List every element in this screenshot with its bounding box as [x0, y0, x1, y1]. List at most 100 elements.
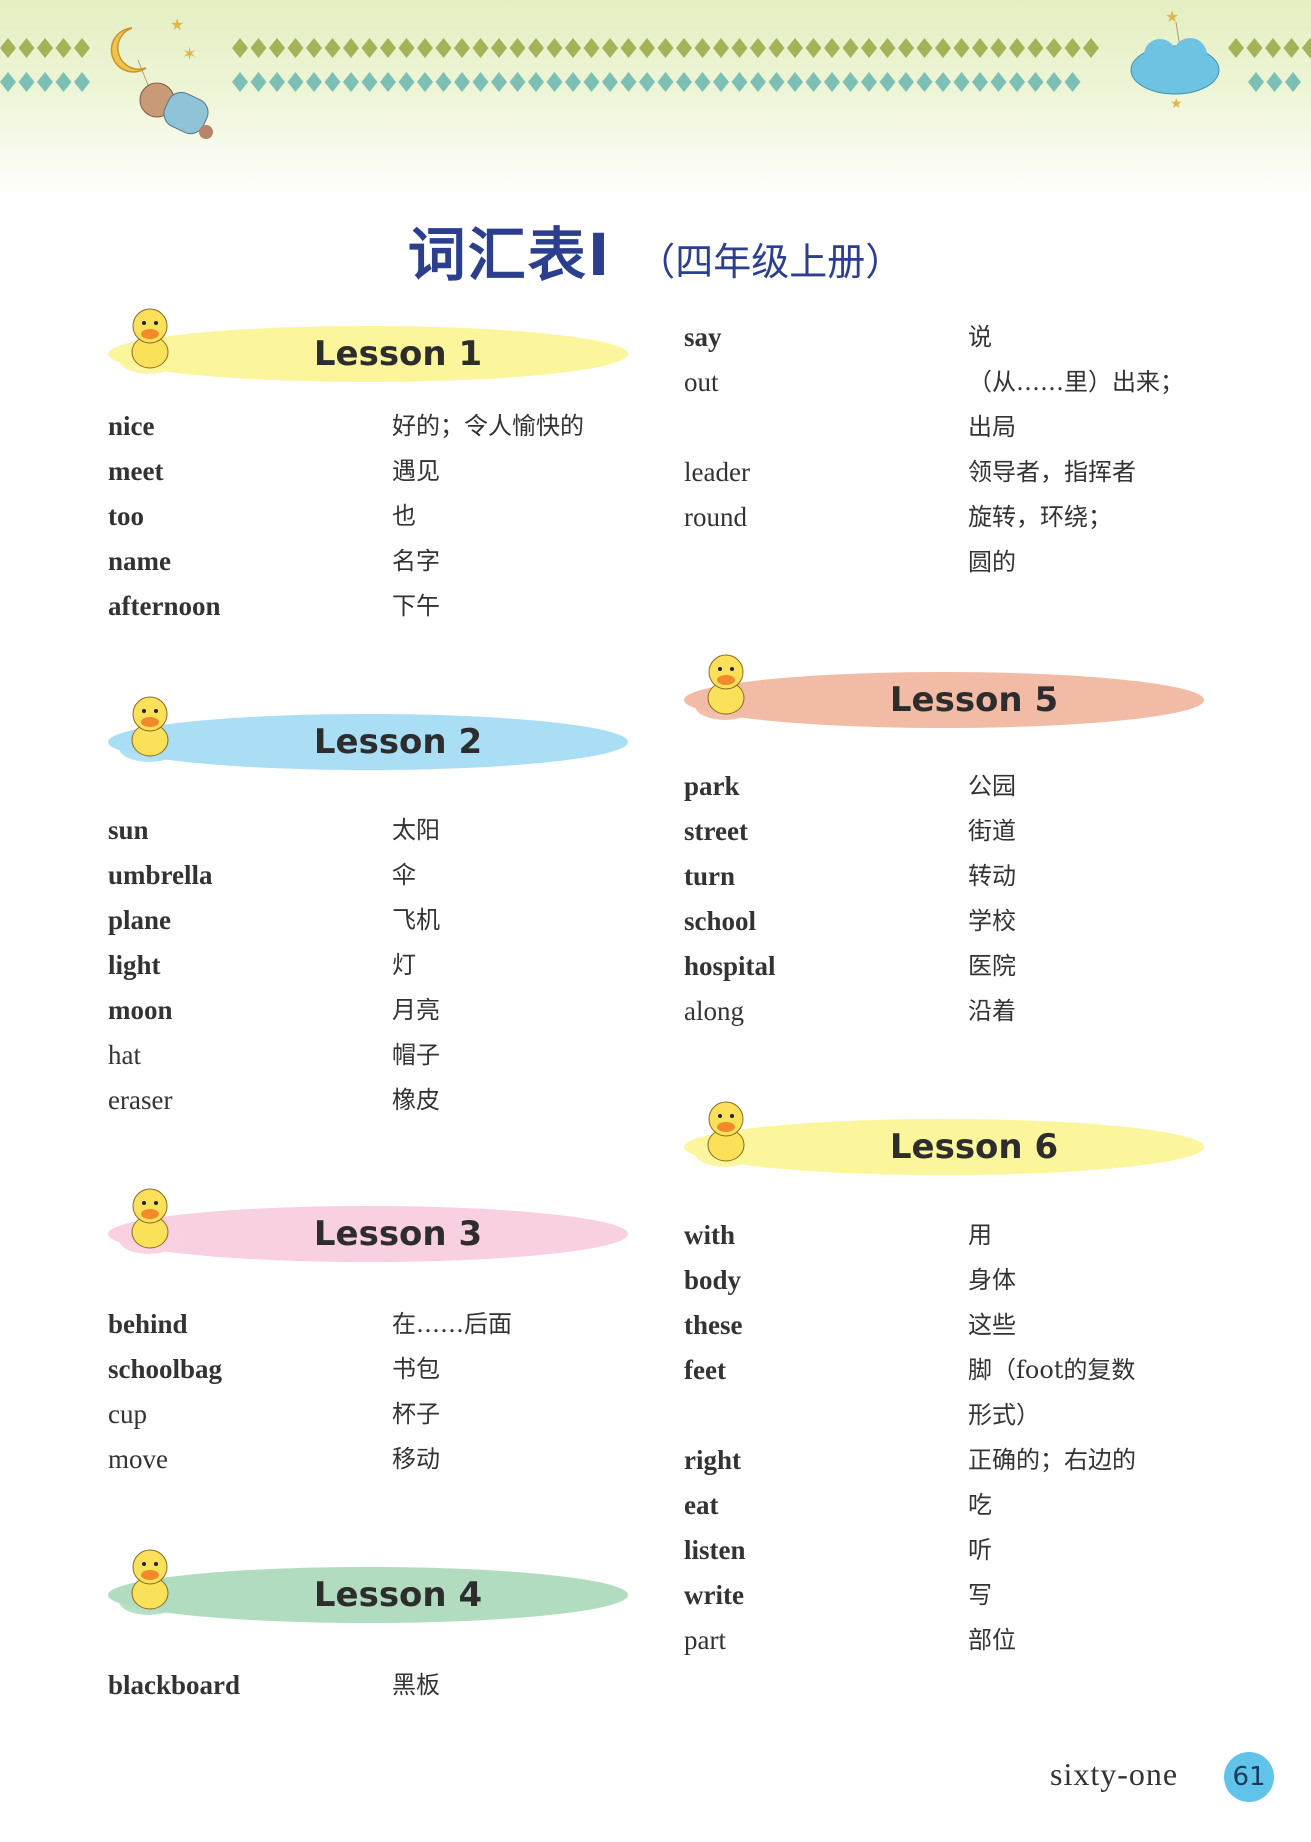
lesson-word-list: nice 好的；令人愉快的 meet 遇见 too 也 name 名字 afternoon 下午 [108, 404, 668, 629]
diamond-shape [491, 72, 507, 92]
chinese-meaning: 灯 [392, 951, 416, 979]
vocabulary-entry: afternoon 下午 [108, 584, 668, 629]
diamond-shape [713, 38, 729, 58]
chinese-meaning: 这些 [968, 1311, 1016, 1339]
diamond-shape [787, 38, 803, 58]
chinese-meaning: 写 [968, 1581, 992, 1609]
chinese-meaning: 形式） [968, 1401, 1040, 1429]
chinese-meaning: 杯子 [392, 1400, 440, 1428]
diamond-shape [306, 72, 322, 92]
diamond-shape [1064, 38, 1081, 58]
english-word: moon [108, 995, 173, 1025]
diamond-shape [694, 38, 711, 58]
diamond-shape [1283, 38, 1300, 58]
diamond-shape [546, 72, 563, 92]
diamond-shape [380, 72, 396, 92]
diamond-shape [361, 72, 378, 92]
english-word: behind [108, 1309, 188, 1339]
lesson-title: Lesson 4 [313, 1575, 483, 1615]
vocabulary-entry: behind 在……后面 [108, 1302, 668, 1347]
english-word: nice [108, 411, 155, 441]
vocabulary-entry: schoolbag 书包 [108, 1347, 668, 1392]
english-word: listen [684, 1535, 746, 1565]
vocabulary-entry: feet 脚（foot的复数 [684, 1348, 1244, 1393]
diamond-shape [472, 72, 489, 92]
chinese-meaning: 橡皮 [392, 1086, 440, 1114]
vocabulary-entry: these 这些 [684, 1303, 1244, 1348]
english-word: turn [684, 861, 736, 891]
diamond-shape [602, 72, 618, 92]
english-word: cup [108, 1399, 147, 1429]
svg-text:★: ★ [1165, 9, 1179, 26]
diamond-shape [990, 38, 1007, 58]
english-word: light [108, 950, 161, 980]
chinese-meaning: 帽子 [392, 1041, 440, 1069]
chinese-meaning: 转动 [968, 862, 1016, 890]
english-word: umbrella [108, 860, 213, 890]
english-word: hospital [684, 951, 776, 981]
vocabulary-entry: round 旋转，环绕； [684, 495, 1244, 540]
duck-illustration-icon [119, 696, 179, 762]
chinese-meaning: 太阳 [392, 816, 440, 844]
english-word: along [684, 996, 744, 1026]
diamond-shape [1302, 38, 1311, 58]
duck-illustration-icon [119, 1188, 179, 1254]
diamond-shape [1009, 72, 1025, 92]
english-word: write [684, 1580, 744, 1610]
english-word: street [684, 816, 748, 846]
english-word: right [684, 1445, 741, 1475]
diamond-shape [74, 38, 90, 58]
english-word: blackboard [108, 1670, 241, 1700]
diamond-shape [287, 72, 304, 92]
chinese-meaning: 医院 [968, 952, 1016, 980]
diamond-shape [528, 72, 544, 92]
english-word: eraser [108, 1085, 173, 1115]
diamond-shape [953, 72, 970, 92]
diamond-shape [861, 72, 877, 92]
vocabulary-entry: hat 帽子 [108, 1033, 668, 1078]
english-word: body [684, 1265, 742, 1295]
english-word: schoolbag [108, 1354, 223, 1384]
vocabulary-entry: hospital 医院 [684, 944, 1244, 989]
chinese-meaning: 领导者，指挥者 [968, 458, 1136, 486]
diamond-shape [861, 38, 877, 58]
diamond-shape [454, 38, 470, 58]
english-word: with [684, 1220, 736, 1250]
diamond-shape [417, 38, 433, 58]
diamond-shape [916, 72, 933, 92]
vocabulary-entry: write 写 [684, 1573, 1244, 1618]
chinese-meaning: 沿着 [968, 997, 1016, 1025]
english-word: move [108, 1444, 168, 1474]
diamond-shape [953, 38, 970, 58]
vocabulary-entry: sun 太阳 [108, 808, 668, 853]
diamond-shape [398, 72, 415, 92]
diamond-shape [528, 38, 544, 58]
diamond-border-decoration: ★ ✶ ★ ★ [0, 9, 1311, 139]
diamond-shape [250, 72, 267, 92]
diamond-shape [0, 72, 16, 92]
diamond-shape [472, 38, 489, 58]
diamond-shape [750, 38, 766, 58]
stars-icon: ★ ✶ ★ ★ [170, 9, 1183, 112]
diamond-shape [380, 38, 396, 58]
duck-illustration-icon [695, 1101, 755, 1167]
chinese-meaning: 飞机 [392, 906, 440, 934]
diamond-shape [657, 38, 674, 58]
vocabulary-entry: move 移动 [108, 1437, 668, 1482]
diamond-shape [824, 38, 840, 58]
diamond-shape [232, 72, 248, 92]
chinese-meaning: 圆的 [968, 548, 1016, 576]
english-word: too [108, 501, 144, 531]
diamond-shape [55, 38, 72, 58]
diamond-shape [18, 38, 35, 58]
diamond-shape [620, 38, 637, 58]
chinese-meaning: 正确的；右边的 [968, 1446, 1136, 1474]
diamond-shape [879, 72, 896, 92]
diamond-shape [491, 38, 507, 58]
vocabulary-entry: listen 听 [684, 1528, 1244, 1573]
diamond-shape [1285, 72, 1301, 92]
lesson-title: Lesson 3 [313, 1214, 483, 1254]
english-word: leader [684, 457, 750, 487]
diamond-shape [37, 38, 53, 58]
cloud-icon [1130, 21, 1220, 95]
